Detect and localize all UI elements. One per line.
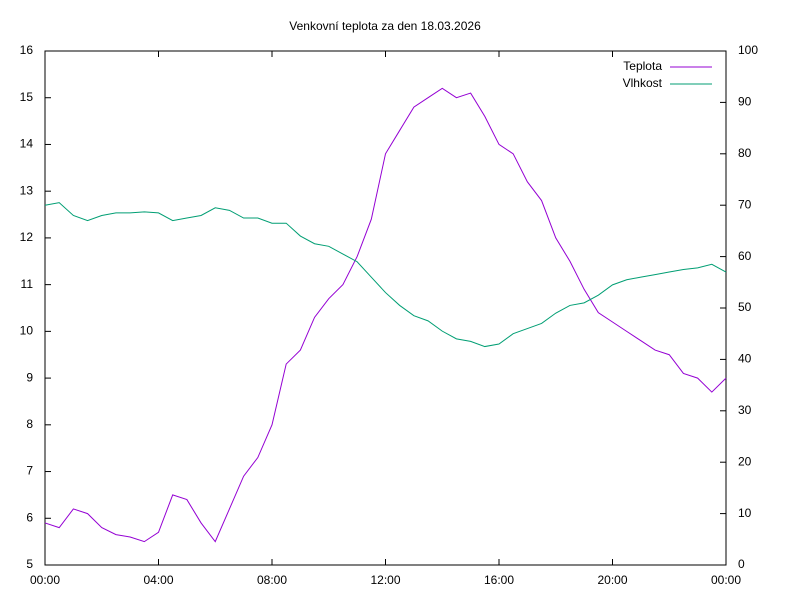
y-tick-label: 12	[20, 230, 34, 244]
x-tick-label: 12:00	[370, 573, 400, 587]
y-tick-label: 5	[26, 557, 33, 571]
legend-label: Vlhkost	[623, 76, 663, 90]
y-tick-label: 16	[20, 43, 34, 57]
series-line	[44, 202, 727, 348]
x-tick-label: 00:00	[711, 573, 741, 587]
y-tick-label: 6	[26, 510, 33, 524]
y-tick-label: 14	[20, 137, 34, 151]
x-tick-label: 08:00	[257, 573, 287, 587]
x-tick-label: 04:00	[143, 573, 173, 587]
y2-tick-label: 20	[738, 454, 752, 468]
y-tick-label: 11	[21, 277, 34, 291]
y2-tick-label: 40	[738, 352, 752, 366]
y-tick-label: 13	[20, 183, 34, 197]
y-tick-label: 15	[20, 90, 34, 104]
y2-tick-label: 100	[738, 43, 758, 57]
chart-title: Venkovní teplota za den 18.03.2026	[289, 19, 481, 33]
y2-tick-label: 60	[738, 249, 752, 263]
y2-tick-label: 10	[738, 506, 752, 520]
y-tick-label: 9	[26, 370, 33, 384]
y2-tick-label: 30	[738, 403, 752, 417]
y-tick-label: 7	[26, 464, 33, 478]
y2-tick-label: 80	[738, 146, 752, 160]
y2-tick-label: 0	[738, 557, 745, 571]
y2-tick-label: 70	[738, 197, 752, 211]
x-tick-label: 16:00	[484, 573, 514, 587]
y-tick-label: 10	[20, 324, 34, 338]
series-line	[44, 87, 727, 543]
y-tick-label: 8	[26, 417, 33, 431]
x-tick-label: 20:00	[597, 573, 627, 587]
y2-tick-label: 90	[738, 95, 752, 109]
legend-label: Teplota	[623, 59, 662, 73]
y2-tick-label: 50	[738, 300, 752, 314]
x-tick-label: 00:00	[30, 573, 60, 587]
